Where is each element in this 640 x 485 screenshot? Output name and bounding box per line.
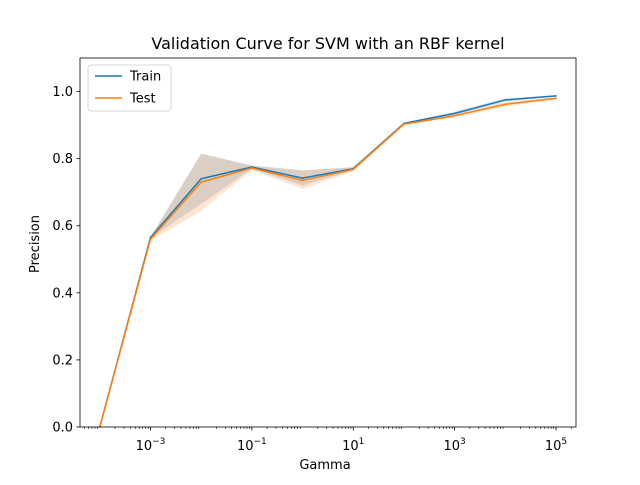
y-tick-label: 0.4 (52, 286, 73, 301)
plot-frame (79, 57, 577, 428)
train-point (453, 112, 456, 115)
y-tick-label: 0.0 (52, 421, 73, 436)
train-point (504, 99, 507, 101)
test-point (301, 179, 304, 182)
y-axis-ticks: 0.0 0.2 0.4 0.6 0.8 1.0 (52, 85, 80, 436)
chart-title: Validation Curve for SVM with an RBF ker… (151, 34, 504, 53)
test-point (403, 123, 405, 125)
test-legend-label: Test (129, 92, 156, 107)
train-line (99, 95, 557, 428)
x-tick-label: 10−3 (136, 437, 166, 454)
x-tick-label: 10−1 (237, 437, 267, 454)
y-tick-label: 0.8 (52, 152, 73, 167)
y-tick-label: 0.6 (52, 219, 73, 234)
y-tick-label: 1.0 (52, 85, 73, 100)
test-point (149, 238, 152, 240)
x-tick-label: 105 (545, 437, 567, 454)
y-tick-label: 0.2 (52, 353, 73, 368)
legend: Train Test (87, 64, 172, 112)
y-axis-label: Precision (28, 215, 43, 273)
x-axis-label: Gamma (299, 458, 350, 473)
train-point (200, 177, 202, 180)
test-band (99, 97, 557, 427)
test-point (251, 167, 253, 169)
x-axis-ticks: 10−3 10−1 101 103 105 (84, 427, 572, 454)
test-point (352, 168, 355, 171)
test-point (200, 181, 202, 183)
train-point (301, 177, 304, 179)
test-point (453, 114, 456, 117)
test-point (555, 97, 557, 100)
train-legend-label: Train (129, 70, 161, 85)
x-tick-label: 103 (443, 437, 465, 454)
test-point (504, 103, 507, 106)
train-point (555, 95, 557, 97)
test-line (99, 97, 557, 428)
x-tick-label: 101 (342, 437, 364, 454)
axes (79, 57, 577, 428)
